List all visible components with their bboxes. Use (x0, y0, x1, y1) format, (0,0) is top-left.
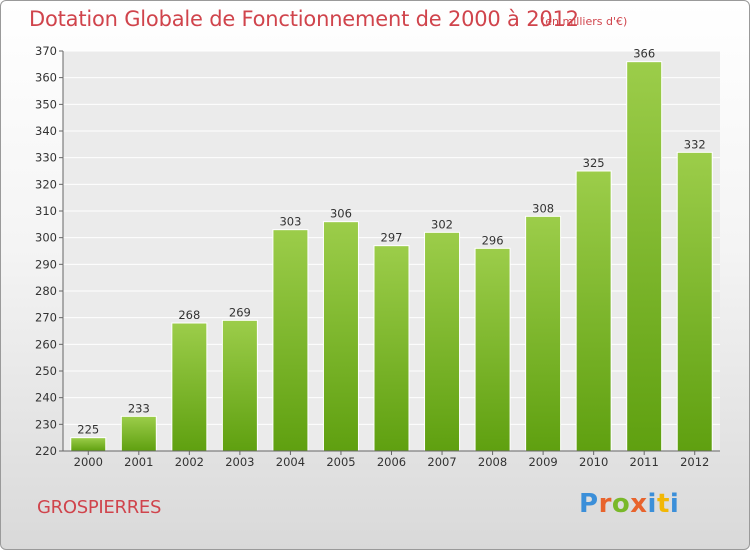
x-tick-label-2000: 2000 (74, 455, 103, 469)
proxiti-logo: Proxiti (579, 489, 679, 519)
bar-2008 (474, 247, 511, 452)
y-tick-label: 220 (35, 444, 57, 458)
logo-letter: r (598, 489, 612, 519)
data-label-2001: 233 (128, 401, 150, 415)
y-tick-label: 230 (35, 417, 57, 431)
x-axis-ticks: 2000 2001 2002 2003 2004 2005 2006 2007 2008 2009… (63, 450, 720, 469)
y-tick-label: 280 (35, 284, 57, 298)
data-label-2006: 297 (381, 231, 403, 245)
bar-2012 (676, 151, 713, 452)
y-tick-label: 250 (35, 364, 57, 378)
bars: 225 233 268 269 303 306 297 302 296 308 325 366 332 (70, 47, 713, 452)
x-tick-label-2002: 2002 (175, 455, 204, 469)
data-label-2000: 225 (77, 423, 99, 437)
chart-unit: (en milliers d'€) (541, 15, 628, 28)
bar-2004 (272, 229, 309, 452)
data-label-2003: 269 (229, 305, 251, 319)
y-tick-label: 340 (35, 124, 57, 138)
x-tick-label-2008: 2008 (478, 455, 507, 469)
bar-2007 (424, 231, 461, 452)
y-tick-label: 270 (35, 311, 57, 325)
logo-letter: i (647, 489, 657, 519)
y-axis-ticks: 220 230 240 250 260 270 280 290 300 310 320 330 340 3… (35, 44, 64, 458)
data-label-2007: 302 (431, 217, 453, 231)
bar-2002 (171, 322, 208, 452)
y-tick-label: 290 (35, 257, 57, 271)
y-tick-label: 240 (35, 391, 57, 405)
bar-2003 (221, 319, 258, 452)
bar-2005 (322, 221, 359, 452)
bar-2001 (120, 415, 157, 452)
bar-2006 (373, 245, 410, 452)
bar-2011 (626, 61, 663, 452)
bar-2010 (575, 170, 612, 452)
data-label-2005: 306 (330, 207, 352, 221)
data-label-2009: 308 (532, 201, 554, 215)
x-tick-label-2005: 2005 (326, 455, 355, 469)
data-label-2004: 303 (279, 215, 301, 229)
y-tick-label: 330 (35, 151, 57, 165)
chart-title: Dotation Globale de Fonctionnement de 20… (29, 7, 579, 31)
x-tick-label-2004: 2004 (276, 455, 305, 469)
x-tick-label-2010: 2010 (579, 455, 608, 469)
x-tick-label-2009: 2009 (528, 455, 557, 469)
y-tick-label: 350 (35, 97, 57, 111)
data-label-2010: 325 (583, 156, 605, 170)
x-tick-label-2003: 2003 (225, 455, 254, 469)
x-tick-label-2007: 2007 (427, 455, 456, 469)
logo-letter: i (669, 489, 680, 519)
bar-2000 (70, 437, 107, 452)
data-label-2012: 332 (684, 137, 706, 151)
x-tick-label-2001: 2001 (124, 455, 153, 469)
logo-letter: t (656, 489, 670, 519)
y-tick-label: 320 (35, 177, 57, 191)
x-tick-label-2012: 2012 (680, 455, 709, 469)
y-tick-label: 370 (35, 44, 57, 58)
x-tick-label-2006: 2006 (377, 455, 406, 469)
logo-letter: x (630, 489, 648, 519)
logo-letter: o (611, 489, 631, 519)
data-label-2011: 366 (633, 47, 655, 61)
y-tick-label: 260 (35, 337, 57, 351)
logo-letter: P (579, 489, 599, 519)
x-tick-label-2011: 2011 (630, 455, 659, 469)
data-label-2002: 268 (178, 308, 200, 322)
y-tick-label: 300 (35, 231, 57, 245)
y-tick-label: 360 (35, 71, 57, 85)
bar-2009 (525, 215, 562, 452)
commune-name: GROSPIERRES (37, 497, 162, 518)
data-label-2008: 296 (482, 233, 504, 247)
y-tick-label: 310 (35, 204, 57, 218)
